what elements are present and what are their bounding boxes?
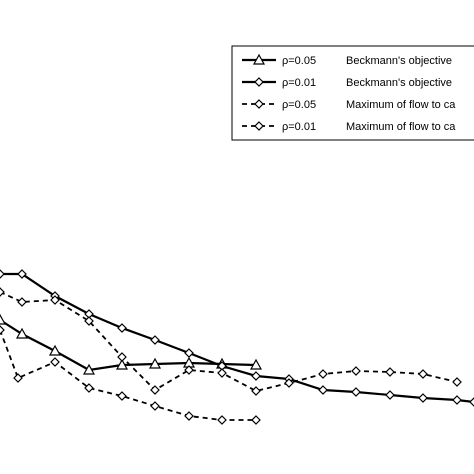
- data-point-1-4: [117, 323, 127, 333]
- data-point-1-6: [184, 348, 194, 358]
- data-point-1-11: [351, 387, 361, 397]
- legend: ρ=0.05 Beckmann's objective ρ=0.01 Beckmann…: [231, 45, 474, 141]
- data-point-1-8: [251, 371, 261, 381]
- series-0: [0, 313, 263, 375]
- legend-label-1: ρ=0.01: [282, 77, 316, 89]
- legend-box: [231, 45, 474, 141]
- legend-entry-1: ρ=0.01 Beckmann's objective: [242, 77, 452, 89]
- data-point-0-0: [0, 313, 7, 325]
- data-point-3-3: [84, 316, 94, 326]
- data-point-2-4: [117, 391, 127, 401]
- data-point-3-13: [418, 369, 428, 379]
- legend-entry-0: ρ=0.05 Beckmann's objective: [242, 53, 452, 67]
- data-point-2-7: [217, 415, 227, 425]
- data-point-1-5: [150, 335, 160, 345]
- data-point-1-1: [17, 269, 27, 279]
- data-point-2-6: [184, 411, 194, 421]
- legend-entry-3: ρ=0.01 Maximum of flow to ca: [242, 121, 456, 133]
- legend-label-0: ρ=0.05: [282, 55, 316, 67]
- legend-marker-0: [252, 53, 266, 65]
- data-point-1-14: [452, 395, 462, 405]
- data-point-3-12: [385, 367, 395, 377]
- data-point-3-2: [50, 295, 60, 305]
- data-point-0-8: [249, 358, 263, 370]
- data-point-3-0: [0, 287, 5, 297]
- legend-marker-1: [254, 77, 264, 87]
- series-2: [0, 325, 261, 425]
- data-point-0-3: [82, 363, 96, 375]
- legend-description-2: Maximum of flow to ca: [346, 99, 456, 111]
- data-point-2-0: [0, 325, 5, 335]
- series-line-1: [0, 272, 474, 404]
- data-point-3-7: [217, 368, 227, 378]
- legend-description-0: Beckmann's objective: [346, 55, 452, 67]
- data-point-1-15: [469, 397, 474, 407]
- data-point-3-1: [17, 297, 27, 307]
- data-point-2-2: [50, 357, 60, 367]
- series-3: [0, 287, 462, 396]
- data-point-3-14: [452, 377, 462, 387]
- legend-label-3: ρ=0.01: [282, 121, 316, 133]
- data-point-3-5: [150, 385, 160, 395]
- legend-label-2: ρ=0.05: [282, 99, 316, 111]
- legend-marker-2: [254, 99, 264, 109]
- series-1: [0, 269, 474, 407]
- data-point-1-12: [385, 390, 395, 400]
- data-point-3-4: [117, 352, 127, 362]
- data-point-3-10: [318, 369, 328, 379]
- data-point-0-2: [48, 344, 62, 356]
- data-point-3-9: [284, 378, 294, 388]
- data-point-2-8: [251, 415, 261, 425]
- data-point-3-6: [184, 365, 194, 375]
- series-line-2: [0, 329, 256, 421]
- data-point-1-13: [418, 393, 428, 403]
- data-point-0-1: [15, 327, 29, 339]
- data-point-1-0: [0, 269, 5, 279]
- legend-description-1: Beckmann's objective: [346, 77, 452, 89]
- data-point-2-5: [150, 401, 160, 411]
- data-point-0-5: [148, 357, 162, 369]
- data-point-3-11: [351, 366, 361, 376]
- data-point-2-1: [13, 373, 23, 383]
- data-point-3-8: [251, 386, 261, 396]
- series-line-3: [0, 291, 458, 392]
- legend-marker-3: [254, 121, 264, 131]
- plot-area: [0, 269, 474, 425]
- legend-entry-2: ρ=0.05 Maximum of flow to ca: [242, 99, 456, 111]
- data-point-1-10: [318, 385, 328, 395]
- data-point-0-4: [115, 358, 129, 370]
- data-point-2-3: [84, 383, 94, 393]
- legend-description-3: Maximum of flow to ca: [346, 121, 456, 133]
